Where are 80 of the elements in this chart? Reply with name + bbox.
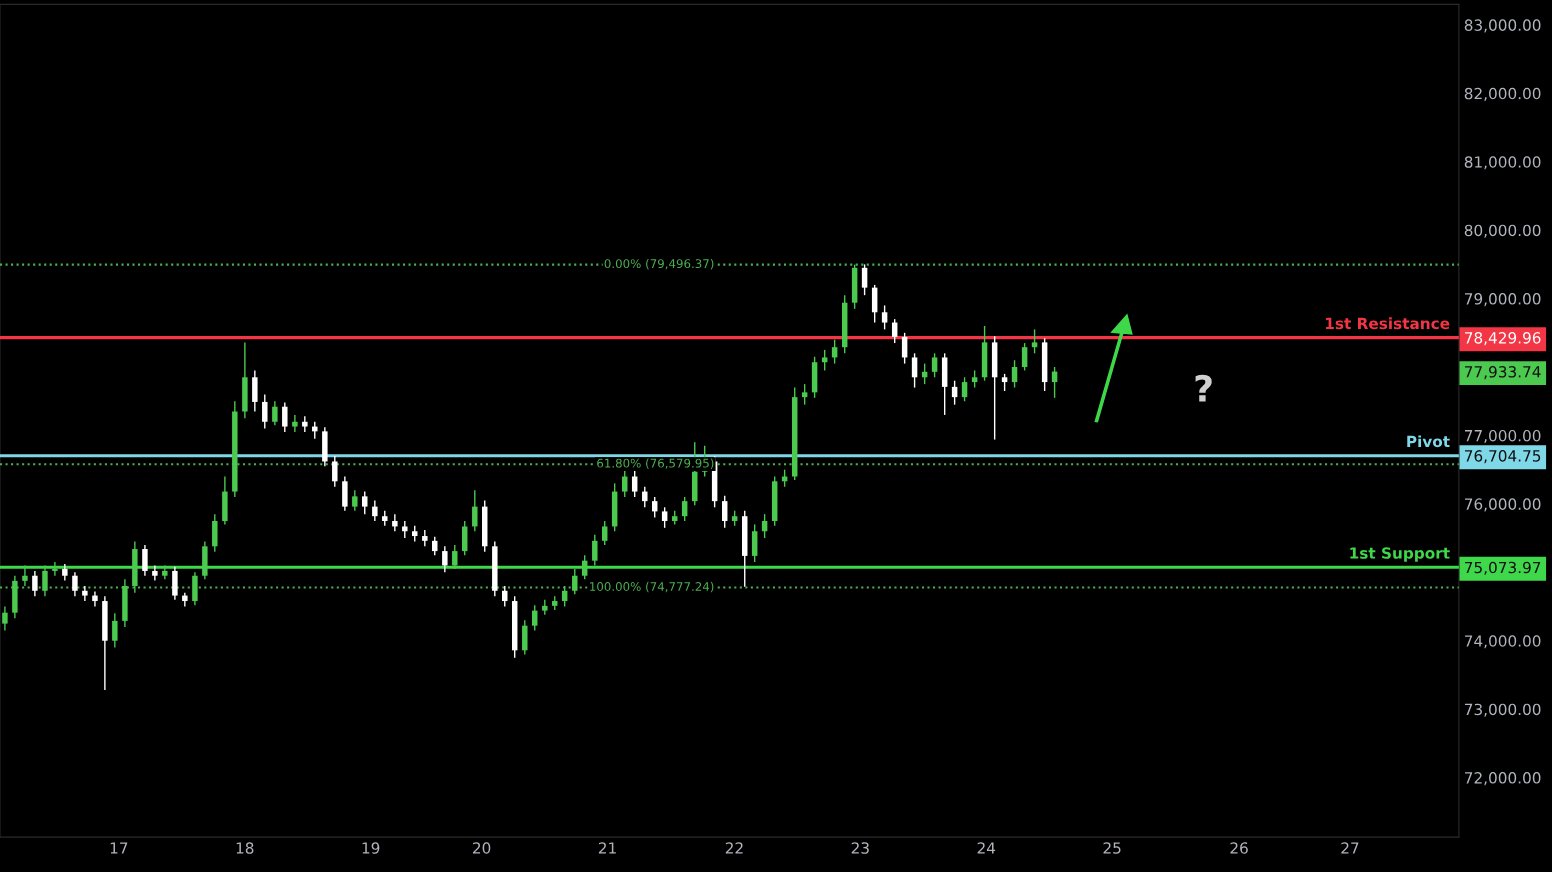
candlestick — [112, 612, 118, 649]
candlestick — [801, 383, 808, 406]
x-tick-label: 23 — [851, 842, 869, 854]
candlestick — [92, 590, 98, 608]
candlestick — [661, 506, 668, 529]
candlestick — [52, 561, 58, 577]
candlestick — [961, 376, 968, 402]
x-tick-label: 24 — [977, 842, 996, 854]
candlestick — [721, 494, 728, 529]
candlestick — [72, 571, 78, 597]
candlestick — [1031, 328, 1038, 355]
candlestick — [22, 564, 28, 587]
candlestick — [142, 544, 148, 577]
candlestick — [821, 349, 828, 372]
candlestick — [911, 352, 918, 389]
y-tick-label: 80,000.00 — [1464, 224, 1541, 238]
x-tick-label: 19 — [362, 842, 380, 854]
candlestick — [452, 544, 458, 570]
candlestick — [42, 564, 48, 597]
ref-line-label: 100.00% (74,777.24) — [590, 581, 714, 593]
y-tick-label: 81,000.00 — [1464, 156, 1541, 170]
ref-line-label: 61.80% (76,579.95) — [597, 458, 714, 470]
y-tick-label: 74,000.00 — [1464, 635, 1541, 649]
candlestick — [332, 455, 338, 488]
y-tick-label: 77,000.00 — [1464, 429, 1541, 444]
x-tick-label: 22 — [725, 842, 743, 854]
x-tick-label: 18 — [236, 842, 254, 854]
candlestick — [352, 489, 358, 512]
y-tick-label: 76,000.00 — [1464, 498, 1541, 512]
candlestick — [292, 414, 298, 433]
candlestick — [642, 486, 648, 508]
x-tick-label: 20 — [472, 842, 491, 854]
y-tick-label: 76,704.75 — [1464, 450, 1541, 464]
candlestick — [262, 393, 268, 430]
candlestick — [162, 564, 168, 580]
candlestick — [442, 545, 448, 574]
candlestick — [82, 585, 88, 602]
y-tick-label: 79,000.00 — [1464, 293, 1541, 307]
candlestick — [2, 605, 8, 632]
candlestick — [472, 489, 478, 532]
candlestick — [931, 352, 938, 378]
candlestick — [362, 490, 368, 515]
candlestick — [282, 401, 288, 433]
x-tick-label: 21 — [598, 842, 616, 854]
x-tick-label: 25 — [1103, 842, 1121, 854]
candlestick — [681, 496, 688, 522]
x-tick-label: 27 — [1341, 842, 1359, 854]
ref-line-label: 1st Resistance — [1325, 317, 1450, 330]
candlestick — [881, 304, 888, 331]
candlestick — [422, 529, 428, 547]
annotation: ? — [1195, 374, 1212, 402]
candlestick — [32, 570, 38, 597]
candlestick — [182, 592, 188, 608]
x-tick-label: 17 — [110, 842, 128, 854]
candlestick — [392, 513, 398, 532]
candlestick — [1021, 342, 1028, 372]
candlestick — [531, 604, 538, 632]
y-tick-label: 77,933.74 — [1464, 366, 1541, 380]
candlestick — [622, 468, 628, 498]
x-tick-label: 26 — [1230, 842, 1248, 854]
candlestick — [861, 263, 868, 296]
y-tick-label: 83,000.00 — [1464, 19, 1541, 33]
ref-line-label: Pivot — [1407, 435, 1450, 448]
candlestick — [152, 564, 158, 582]
candlestick — [302, 415, 308, 433]
y-tick-label: 75,073.97 — [1464, 561, 1541, 575]
candlestick — [592, 533, 598, 567]
candlestick — [272, 400, 278, 426]
candlestick — [572, 568, 578, 595]
ref-line-label: 1st Support — [1350, 547, 1450, 562]
candlestick — [601, 520, 608, 546]
y-tick-label: 72,000.00 — [1464, 772, 1541, 786]
y-tick-label: 78,429.96 — [1464, 332, 1541, 346]
candlestick — [372, 499, 378, 522]
candlestick — [631, 470, 638, 498]
y-tick-label: 82,000.00 — [1464, 87, 1541, 101]
y-tick-label: 73,000.00 — [1464, 703, 1541, 717]
candlestick — [1011, 359, 1018, 389]
candlestick — [581, 554, 588, 580]
ref-line-label: 0.00% (79,496.37) — [604, 258, 714, 270]
